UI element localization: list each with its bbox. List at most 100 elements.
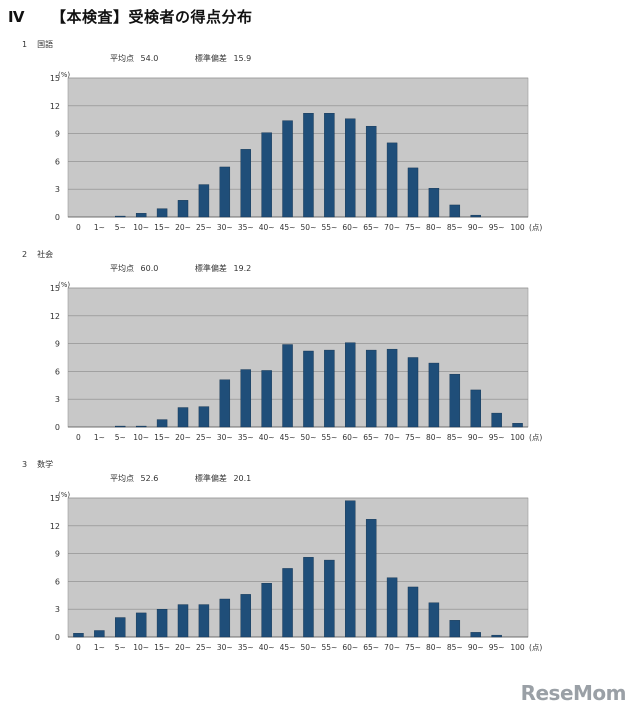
bar-17 — [428, 362, 440, 428]
bar-0 — [73, 633, 84, 638]
bar-2 — [115, 425, 126, 428]
mean-value: 54.0 — [140, 54, 159, 63]
bar-14 — [365, 519, 377, 638]
section-number: 1 — [22, 40, 28, 49]
section-subject: 社会 — [37, 250, 54, 259]
y-tick-label: 0 — [55, 423, 60, 432]
y-tick-label: 15 — [50, 284, 60, 293]
y-tick-label: 15 — [50, 74, 60, 83]
x-tick-label: 95~ — [489, 433, 505, 442]
sd-label: 標準偏差 — [194, 54, 227, 63]
y-tick-label: 6 — [55, 157, 60, 166]
histogram-chart-3: 0 3 6 9 12 15(%) 0 1~ 5~ 10~ 15~ 20~ 25~ 30~ 35~ 40~ 45~… — [50, 491, 543, 652]
section-label-2: 2 社会 — [22, 249, 53, 260]
x-tick-label: 35~ — [238, 643, 254, 652]
y-tick-label: 12 — [50, 522, 60, 531]
histogram-chart-1: 0 3 6 9 12 15(%) 0 1~ 5~ 10~ 15~ 20~ 25~ 30~ 35~ 40~ 45~… — [50, 71, 543, 232]
x-tick-label: 15~ — [154, 433, 170, 442]
x-tick-label: 20~ — [175, 433, 191, 442]
y-tick-label: 3 — [55, 605, 60, 614]
bar-3 — [135, 213, 147, 218]
x-tick-label: 60~ — [342, 643, 358, 652]
x-tick-label: 35~ — [238, 433, 254, 442]
x-tick-label: 0 — [76, 643, 81, 652]
section-label-1: 1 国語 — [22, 39, 53, 50]
section-subject: 国語 — [37, 40, 54, 49]
sd-label: 標準偏差 — [194, 264, 227, 273]
bar-14 — [365, 125, 377, 218]
x-tick-label: 85~ — [447, 223, 463, 232]
bar-12 — [324, 349, 335, 428]
bar-17 — [428, 188, 440, 218]
x-tick-label: 65~ — [363, 433, 379, 442]
y-tick-label: 12 — [50, 102, 60, 111]
y-tick-label: 9 — [55, 130, 60, 139]
x-tick-label: 20~ — [175, 643, 191, 652]
resemom-logo: ReseMom — [520, 681, 627, 705]
mean-label: 平均点 — [110, 264, 134, 273]
x-tick-label: 55~ — [321, 433, 337, 442]
bar-13 — [345, 118, 356, 218]
bar-18 — [449, 373, 461, 428]
bar-21 — [512, 423, 523, 428]
x-tick-label: 10~ — [133, 223, 149, 232]
y-axis-label: (%) — [58, 491, 70, 499]
y-tick-label: 3 — [55, 395, 60, 404]
bar-12 — [324, 559, 335, 638]
mean-label: 平均点 — [110, 474, 134, 483]
x-tick-label: 70~ — [384, 223, 400, 232]
bar-16 — [407, 586, 419, 638]
y-tick-label: 6 — [55, 577, 60, 586]
bar-9 — [261, 370, 272, 428]
bar-13 — [345, 500, 356, 638]
x-tick-label: 75~ — [405, 643, 421, 652]
bar-5 — [177, 200, 189, 218]
bar-15 — [386, 577, 398, 638]
x-tick-label: 0 — [76, 223, 81, 232]
x-tick-label: 50~ — [301, 433, 317, 442]
y-tick-label: 6 — [55, 367, 60, 376]
y-tick-label: 12 — [50, 312, 60, 321]
bar-17 — [428, 602, 440, 638]
x-tick-label: 25~ — [196, 643, 212, 652]
x-tick-label: 1~ — [94, 223, 105, 232]
x-tick-label: 5~ — [115, 643, 126, 652]
y-tick-label: 15 — [50, 494, 60, 503]
x-tick-label: 40~ — [259, 223, 275, 232]
bar-10 — [282, 568, 293, 638]
x-tick-label: 75~ — [405, 433, 421, 442]
y-tick-label: 3 — [55, 185, 60, 194]
bar-13 — [345, 342, 356, 428]
x-tick-label: 25~ — [196, 433, 212, 442]
x-tick-label: 30~ — [217, 643, 233, 652]
x-tick-label: 90~ — [468, 643, 484, 652]
sd-label: 標準偏差 — [194, 474, 227, 483]
y-axis-label: (%) — [58, 71, 70, 79]
sd-value: 15.9 — [233, 54, 252, 63]
bar-11 — [303, 557, 314, 638]
stats-line-2: 平均点 60.0 標準偏差 19.2 — [110, 263, 255, 274]
y-tick-label: 9 — [55, 550, 60, 559]
x-tick-label: 30~ — [217, 223, 233, 232]
sd-value: 20.1 — [233, 474, 252, 483]
bar-19 — [470, 214, 481, 218]
x-tick-label: 25~ — [196, 223, 212, 232]
x-tick-label: 65~ — [363, 223, 379, 232]
mean-label: 平均点 — [110, 54, 134, 63]
bar-4 — [156, 608, 168, 638]
stats-line-3: 平均点 52.6 標準偏差 20.1 — [110, 473, 255, 484]
section-number: 2 — [22, 250, 28, 259]
x-tick-label: 60~ — [342, 223, 358, 232]
x-tick-label: 85~ — [447, 433, 463, 442]
x-tick-label: 1~ — [94, 433, 105, 442]
bar-19 — [470, 632, 481, 638]
bar-14 — [365, 349, 377, 428]
x-tick-label: 70~ — [384, 643, 400, 652]
x-tick-label: 95~ — [489, 223, 505, 232]
x-axis-label: (点) — [529, 643, 542, 652]
bar-8 — [240, 369, 251, 428]
mean-value: 52.6 — [140, 474, 159, 483]
section-number: 3 — [22, 460, 28, 469]
bar-18 — [449, 620, 461, 638]
x-tick-label: 90~ — [468, 223, 484, 232]
